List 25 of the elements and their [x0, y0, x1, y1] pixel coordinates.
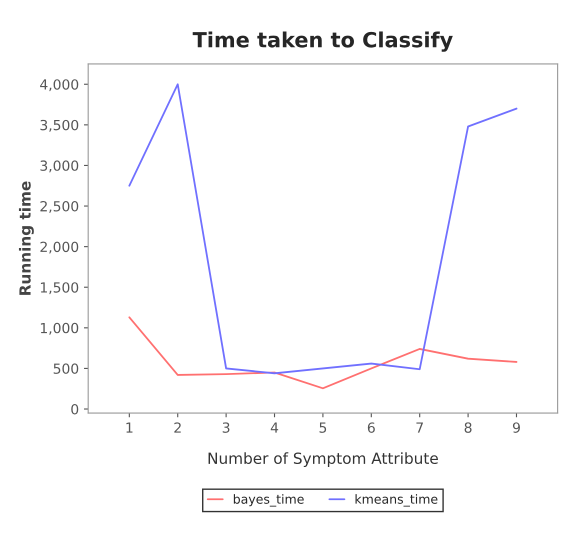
y-tick-label: 1,000 [40, 322, 78, 335]
x-tick-label: 8 [464, 422, 472, 433]
chart-title: Time taken to Classify [192, 31, 453, 52]
line-series [128, 83, 518, 374]
y-tick-label: 2,000 [40, 242, 78, 254]
y-tick-label: 3,500 [40, 120, 78, 132]
legend-label: bayes_time [234, 494, 304, 507]
legend-label: kmeans_time [356, 494, 438, 507]
x-tick-label: 7 [416, 422, 423, 433]
x-tick-label: 2 [174, 422, 181, 433]
x-tick-label: 9 [512, 422, 520, 433]
y-tick-label: 2,500 [40, 201, 78, 213]
x-tick-label: 1 [126, 422, 132, 433]
y-axis-title: Running time [18, 181, 34, 295]
y-tick-label: 1,500 [40, 282, 78, 294]
y-tick-label: 500 [54, 363, 78, 374]
x-axis-title: Number of Symptom Attribute [208, 452, 438, 467]
y-tick-label: 4,000 [40, 79, 78, 92]
x-tick-label: 6 [368, 422, 375, 433]
x-tick-label: 5 [320, 422, 326, 433]
line-series [128, 316, 518, 390]
x-tick-label: 4 [270, 422, 278, 433]
y-tick-label: 0 [71, 404, 78, 414]
x-tick-label: 3 [222, 422, 230, 433]
y-tick-label: 3,000 [40, 160, 78, 172]
